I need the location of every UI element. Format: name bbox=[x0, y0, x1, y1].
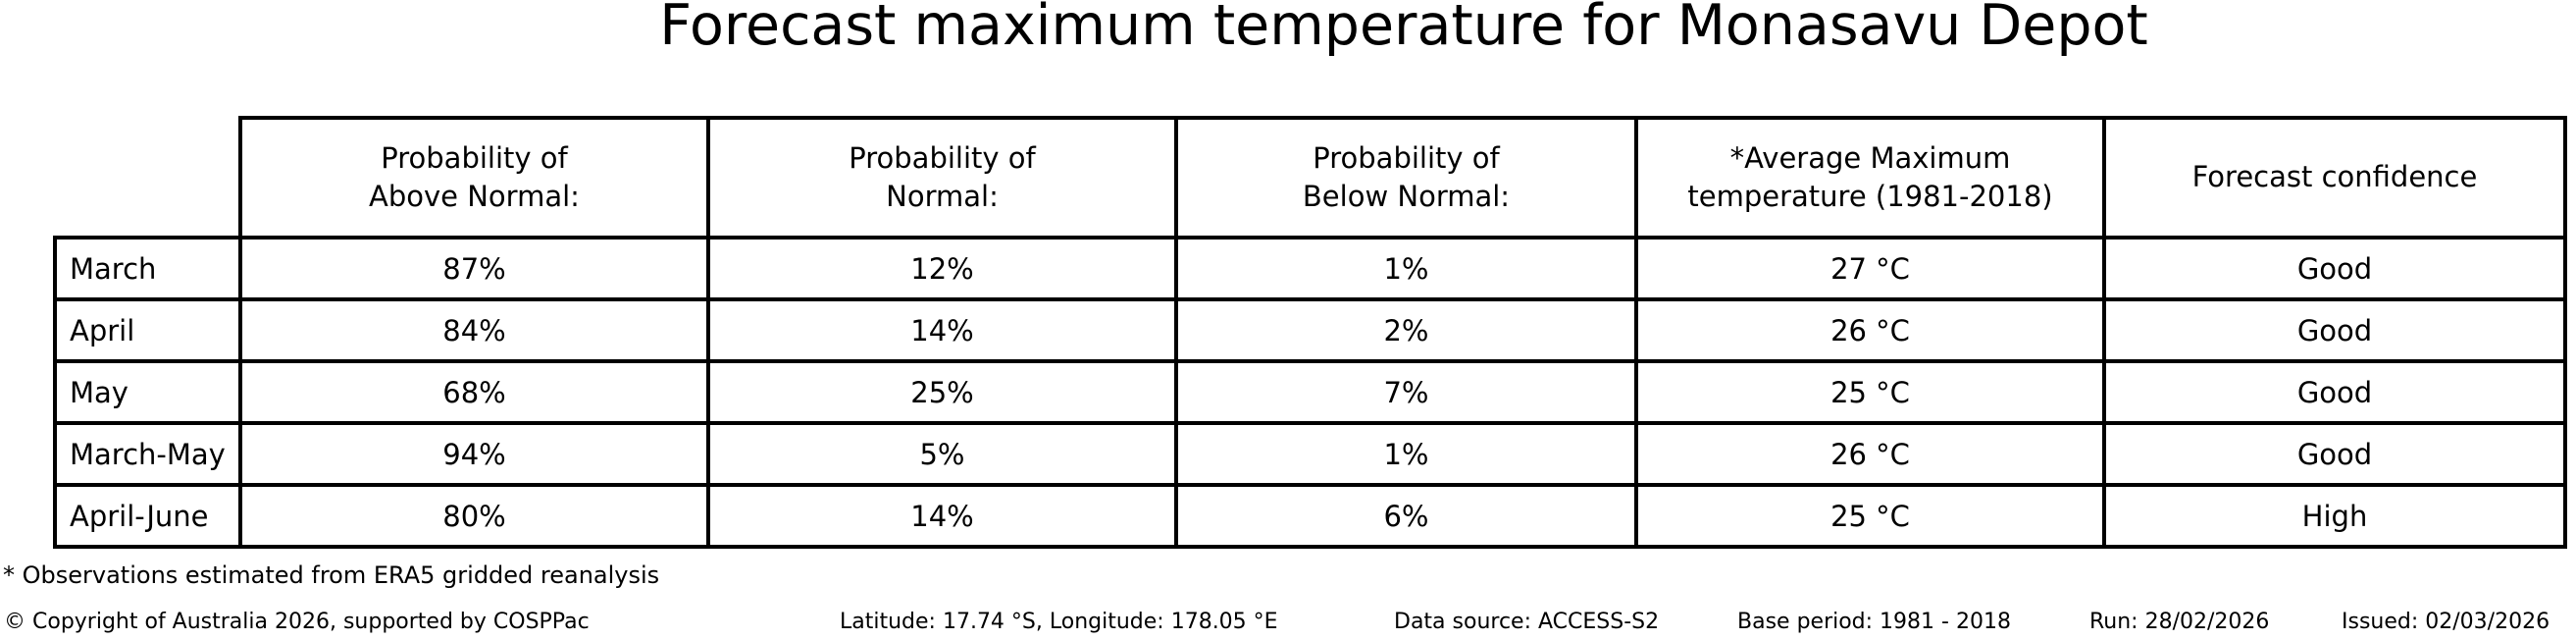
cell-above-normal: 84% bbox=[238, 297, 710, 363]
column-header-forecast-confidence: Forecast confidence bbox=[2102, 116, 2567, 240]
cell-average-max-temp: 25 °C bbox=[1634, 483, 2106, 549]
base-period-text: Base period: 1981 - 2018 bbox=[1737, 610, 2011, 634]
row-label: March-May bbox=[53, 421, 242, 487]
cell-above-normal: 68% bbox=[238, 359, 710, 425]
cell-normal: 12% bbox=[706, 236, 1178, 301]
table-row-march-may: March-May 94% 5% 1% 26 °C Good bbox=[53, 421, 2567, 487]
cell-average-max-temp: 25 °C bbox=[1634, 359, 2106, 425]
cell-normal: 14% bbox=[706, 483, 1178, 549]
copyright-text: © Copyright of Australia 2026, supported… bbox=[4, 610, 590, 634]
column-header-below-normal: Probability of Below Normal: bbox=[1174, 116, 1638, 240]
cell-forecast-confidence: Good bbox=[2102, 236, 2567, 301]
cell-average-max-temp: 27 °C bbox=[1634, 236, 2106, 301]
row-label: March bbox=[53, 236, 242, 301]
observations-footnote: * Observations estimated from ERA5 gridd… bbox=[3, 561, 660, 589]
coordinates-text: Latitude: 17.74 °S, Longitude: 178.05 °E bbox=[840, 610, 1278, 634]
cell-below-normal: 1% bbox=[1174, 236, 1638, 301]
cell-normal: 25% bbox=[706, 359, 1178, 425]
issued-date-text: Issued: 02/03/2026 bbox=[2342, 610, 2550, 634]
cell-below-normal: 1% bbox=[1174, 421, 1638, 487]
table-row-may: May 68% 25% 7% 25 °C Good bbox=[53, 359, 2567, 425]
table-row-april: April 84% 14% 2% 26 °C Good bbox=[53, 297, 2567, 363]
cell-forecast-confidence: Good bbox=[2102, 297, 2567, 363]
column-header-normal: Probability of Normal: bbox=[706, 116, 1178, 240]
cell-forecast-confidence: High bbox=[2102, 483, 2567, 549]
table-row-march: March 87% 12% 1% 27 °C Good bbox=[53, 236, 2567, 301]
run-date-text: Run: 28/02/2026 bbox=[2089, 610, 2270, 634]
cell-below-normal: 2% bbox=[1174, 297, 1638, 363]
cell-forecast-confidence: Good bbox=[2102, 421, 2567, 487]
page-title: Forecast maximum temperature for Monasav… bbox=[659, 0, 2148, 58]
forecast-table: Probability of Above Normal: Probability… bbox=[53, 116, 2567, 549]
corner-cell bbox=[55, 118, 240, 238]
cell-average-max-temp: 26 °C bbox=[1634, 421, 2106, 487]
row-label: May bbox=[53, 359, 242, 425]
table-row-april-june: April-June 80% 14% 6% 25 °C High bbox=[53, 483, 2567, 549]
cell-above-normal: 87% bbox=[238, 236, 710, 301]
column-header-above-normal: Probability of Above Normal: bbox=[238, 116, 710, 240]
cell-above-normal: 94% bbox=[238, 421, 710, 487]
cell-forecast-confidence: Good bbox=[2102, 359, 2567, 425]
cell-below-normal: 6% bbox=[1174, 483, 1638, 549]
column-header-average-max-temp: *Average Maximum temperature (1981-2018) bbox=[1634, 116, 2106, 240]
cell-normal: 14% bbox=[706, 297, 1178, 363]
cell-average-max-temp: 26 °C bbox=[1634, 297, 2106, 363]
row-label: April bbox=[53, 297, 242, 363]
cell-normal: 5% bbox=[706, 421, 1178, 487]
row-label: April-June bbox=[53, 483, 242, 549]
table-header-row: Probability of Above Normal: Probability… bbox=[55, 116, 2567, 240]
cell-below-normal: 7% bbox=[1174, 359, 1638, 425]
cell-above-normal: 80% bbox=[238, 483, 710, 549]
data-source-text: Data source: ACCESS-S2 bbox=[1394, 610, 1660, 634]
